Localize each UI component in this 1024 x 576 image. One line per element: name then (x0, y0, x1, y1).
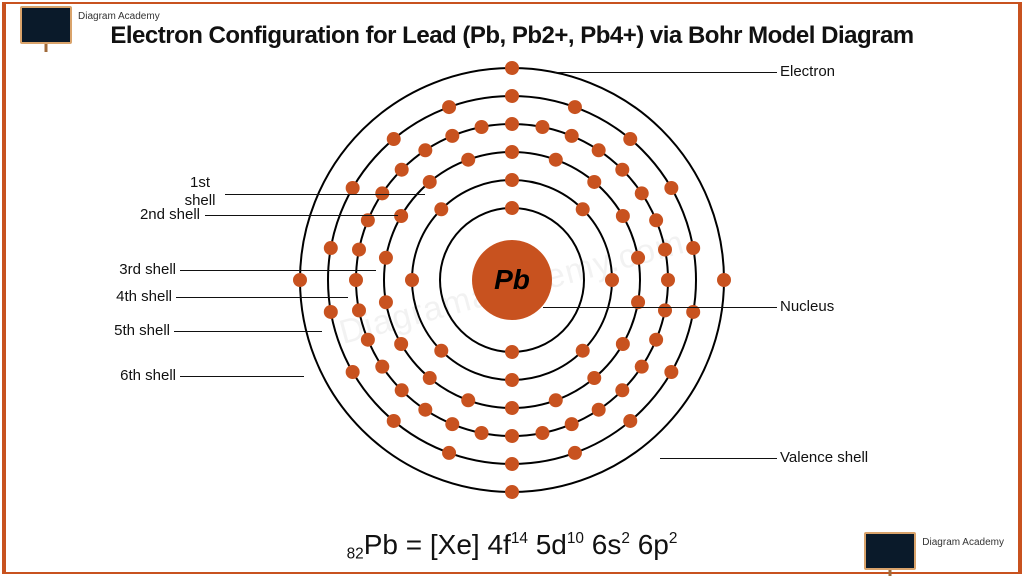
label-valence-shell: Valence shell (780, 449, 868, 466)
label-shell-2: 2nd shell (130, 206, 200, 223)
label-electron: Electron (780, 63, 835, 80)
noble-gas-core: Xe (438, 529, 472, 560)
leader-shell-1 (225, 194, 425, 195)
logo-bottom: Diagram Academy (864, 532, 1004, 570)
page-title: Electron Configuration for Lead (Pb, Pb2… (0, 22, 1024, 50)
term-1-orb: 5d (536, 529, 567, 560)
leader-shell-6 (180, 376, 304, 377)
logo-text-bottom: Diagram Academy (922, 537, 1004, 548)
leader-shell-2 (205, 215, 398, 216)
label-shell-5: 5th shell (104, 322, 170, 339)
leader-shell-4 (176, 297, 348, 298)
formula-symbol: Pb (364, 529, 398, 560)
term-1-sup: 10 (567, 531, 584, 548)
label-shell-1a: 1st (180, 174, 220, 191)
term-2-sup: 2 (621, 531, 630, 548)
label-shell-4: 4th shell (106, 288, 172, 305)
label-shell-3: 3rd shell (110, 261, 176, 278)
leader-nucleus (543, 307, 777, 308)
leader-electron (555, 72, 777, 73)
leader-valence (660, 458, 777, 459)
leader-shell-5 (174, 331, 322, 332)
leader-shell-3 (180, 270, 376, 271)
term-0-sup: 14 (511, 531, 528, 548)
term-3-sup: 2 (669, 531, 678, 548)
term-3-orb: 6p (638, 529, 669, 560)
label-shell-6: 6th shell (110, 367, 176, 384)
term-2-orb: 6s (592, 529, 622, 560)
label-nucleus: Nucleus (780, 298, 834, 315)
chalkboard-icon (864, 532, 916, 570)
logo-text: Diagram Academy (78, 11, 160, 22)
term-0-orb: 4f (487, 529, 510, 560)
atomic-number: 82 (347, 546, 364, 563)
